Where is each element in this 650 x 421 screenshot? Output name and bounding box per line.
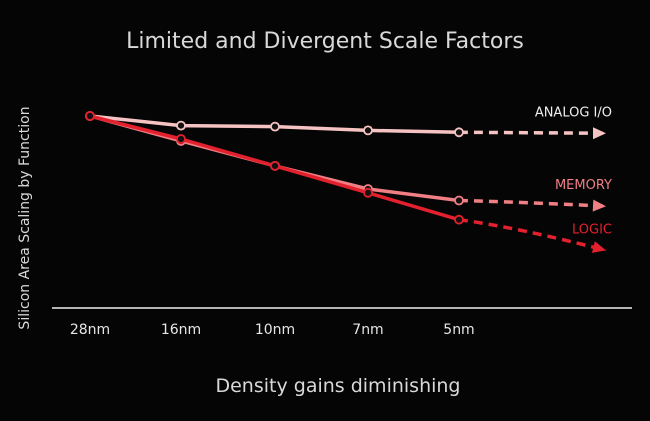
x-axis-label: Density gains diminishing (215, 375, 460, 397)
chart-title: Limited and Divergent Scale Factors (126, 29, 524, 54)
x-tick-label: 10nm (255, 322, 295, 338)
data-point (176, 120, 186, 131)
x-tick-label: 28nm (70, 322, 110, 338)
x-tick-labels: 28nm 16nm 10nm 7nm 5nm (70, 322, 475, 338)
data-point (85, 111, 95, 121)
data-point (270, 121, 280, 132)
series-projection (458, 130, 607, 136)
series-projection (458, 198, 607, 208)
arrowhead (593, 127, 606, 140)
series-projection (458, 217, 607, 253)
data-point (454, 214, 464, 225)
y-axis-label: Silicon Area Scaling by Function (17, 106, 33, 329)
x-tick-label: 16nm (161, 322, 201, 338)
series-1: MEMORY (85, 111, 612, 212)
series-layer: ANALOG I/O MEMORY LOGIC (85, 105, 612, 253)
x-tick-label: 5nm (443, 322, 474, 338)
data-point (363, 125, 373, 136)
data-point (454, 195, 464, 206)
arrowhead (592, 199, 606, 212)
arrowhead (591, 241, 606, 253)
series-label: MEMORY (555, 178, 612, 193)
data-point (363, 187, 373, 198)
data-point (176, 134, 186, 144)
series-label: ANALOG I/O (535, 105, 612, 120)
x-tick-label: 7nm (352, 322, 383, 338)
series-2: LOGIC (85, 111, 612, 253)
series-label: LOGIC (572, 222, 612, 237)
data-point (454, 127, 464, 138)
data-point (270, 160, 280, 171)
